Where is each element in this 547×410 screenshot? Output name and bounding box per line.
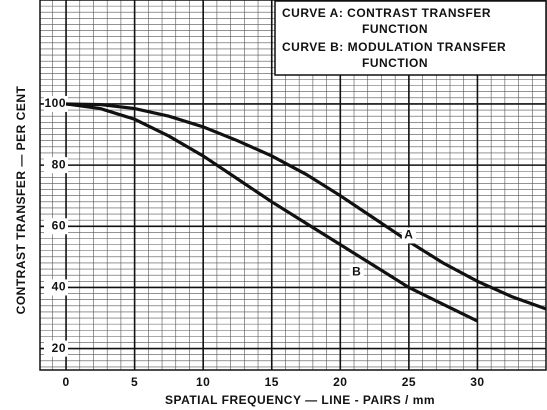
y-axis-label: CONTRAST TRANSFER — PER CENT	[14, 85, 28, 314]
annotation: A	[404, 228, 413, 242]
x-tick-label: 25	[402, 375, 416, 389]
annotation-bg	[349, 264, 364, 281]
annotation-bg	[401, 227, 416, 244]
x-tick-label: 0	[62, 375, 69, 389]
y-tick-label: 80	[52, 157, 66, 171]
x-axis-label: SPATIAL FREQUENCY — LINE - PAIRS / mm	[165, 393, 435, 407]
x-tick-label: 10	[196, 375, 210, 389]
curve	[65, 102, 479, 323]
legend: CURVE A: CONTRAST TRANSFER FUNCTION CURVE …	[274, 0, 547, 76]
legend-label: CURVE A: CONTRAST TRANSFER FUNCTION	[282, 6, 491, 36]
x-tick-label: 20	[333, 375, 347, 389]
curve	[66, 102, 547, 311]
tick-label-bg	[44, 279, 68, 296]
tick-label-bg	[44, 157, 68, 174]
tick-label-bg	[44, 340, 68, 357]
x-tick-label: 5	[131, 375, 138, 389]
tick-label-bg	[44, 218, 68, 235]
x-tick-label: 30	[470, 375, 484, 389]
x-tick-label: 15	[265, 375, 279, 389]
y-tick-label: 20	[52, 341, 66, 355]
y-tick-label: 100	[44, 96, 66, 110]
y-tick-label: 60	[52, 218, 66, 232]
annotation: B	[352, 264, 361, 278]
legend-label: CURVE B: MODULATION TRANSFER FUNCTION	[282, 40, 506, 70]
plot-frame	[39, 0, 547, 371]
legend-box	[274, 0, 547, 76]
y-tick-label: 40	[52, 280, 66, 294]
tick-label-bg	[44, 95, 68, 112]
